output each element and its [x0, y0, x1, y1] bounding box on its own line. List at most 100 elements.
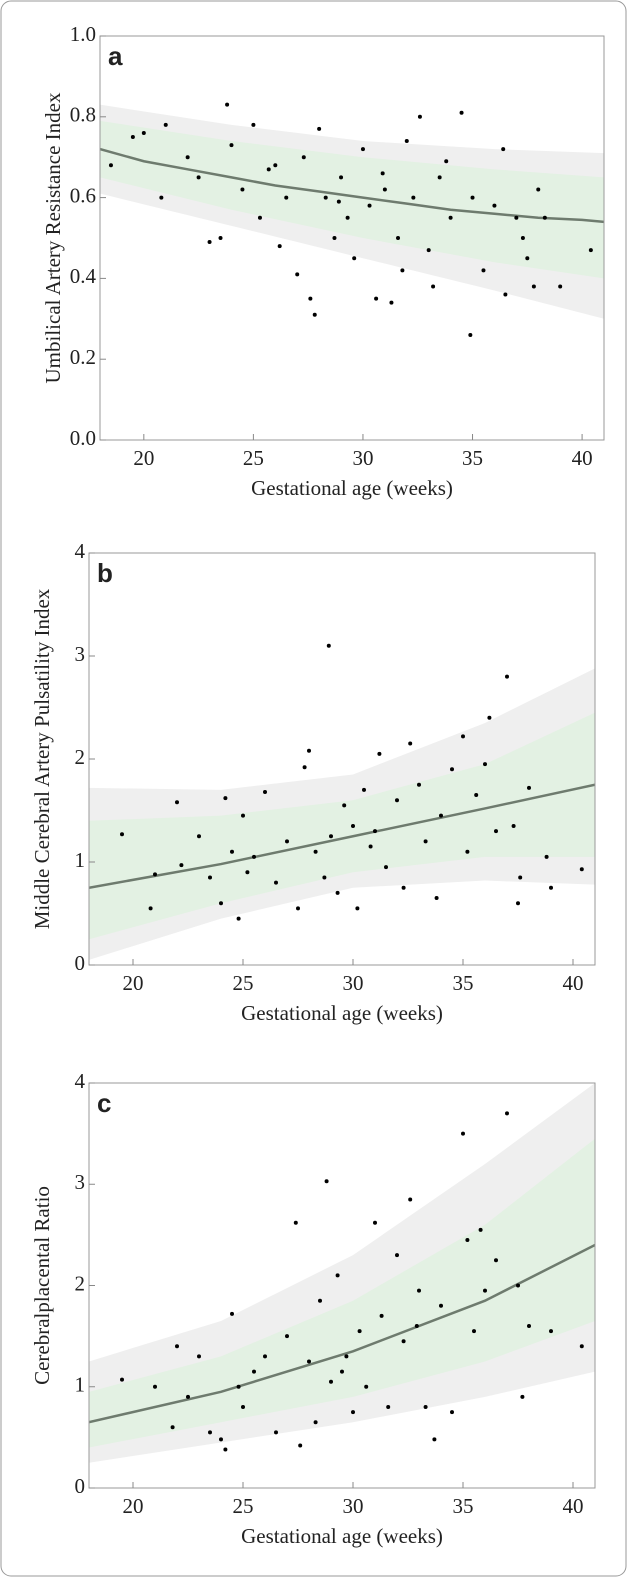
point	[423, 1405, 428, 1409]
point	[431, 284, 436, 289]
point	[179, 863, 184, 868]
point	[434, 896, 439, 901]
point	[197, 1354, 201, 1359]
point	[175, 800, 179, 805]
point	[549, 885, 553, 890]
panel-letter: c	[97, 1088, 111, 1118]
point	[527, 1324, 531, 1328]
x-axis-label: Gestational age (weeks)	[241, 1001, 443, 1025]
x-tick-label: 40	[563, 1494, 584, 1518]
point	[579, 867, 584, 872]
point	[395, 798, 399, 803]
point	[196, 175, 201, 180]
point	[263, 1354, 267, 1359]
point	[505, 1111, 509, 1116]
y-tick-label: 2	[75, 745, 86, 769]
x-tick-label: 30	[352, 446, 373, 470]
point	[518, 875, 523, 880]
point	[396, 236, 401, 240]
point	[414, 1324, 419, 1328]
x-tick-label: 40	[572, 446, 593, 470]
point	[373, 1220, 377, 1225]
point	[357, 1329, 362, 1334]
point	[536, 187, 541, 192]
point	[352, 256, 357, 261]
y-tick-label: 0	[75, 951, 86, 975]
point	[236, 916, 241, 921]
point	[335, 890, 340, 895]
point	[339, 175, 344, 180]
panel: 0.0 0.2 0.4 0.6 0.8 1.0 20 25 30 35 40 a Gestational…	[41, 22, 605, 500]
point	[470, 195, 475, 200]
point	[408, 741, 413, 746]
axes-frame	[99, 35, 605, 441]
point	[225, 102, 230, 107]
point	[308, 296, 313, 301]
y-tick-label: 0.8	[70, 103, 96, 127]
point	[240, 187, 245, 192]
point	[544, 854, 549, 859]
y-tick-label: 3	[75, 1170, 86, 1194]
point	[277, 244, 282, 249]
point	[345, 215, 350, 220]
point	[170, 1425, 175, 1430]
point	[230, 1311, 234, 1316]
point	[465, 849, 470, 854]
point	[159, 195, 164, 200]
point	[175, 1344, 179, 1349]
point	[501, 147, 506, 152]
band	[100, 120, 604, 279]
point	[439, 813, 443, 818]
point	[411, 195, 416, 200]
point	[494, 829, 498, 834]
point	[520, 1394, 525, 1399]
point	[468, 332, 473, 337]
panel: 0 1 2 3 4 20 25 30 35 40 b Gestational age (weeks) M…	[30, 539, 596, 1025]
point	[301, 155, 306, 160]
point	[208, 875, 212, 880]
point	[492, 203, 497, 208]
point	[251, 122, 256, 127]
point	[380, 171, 385, 176]
point	[439, 1303, 443, 1308]
plot-area	[100, 102, 604, 337]
point	[120, 1377, 124, 1382]
point	[208, 1430, 212, 1435]
y-tick-label: 1	[75, 1373, 86, 1397]
y-tick-label: 0.2	[70, 345, 96, 369]
point	[395, 1253, 399, 1258]
panel: 0 1 2 3 4 20 25 30 35 40 c Gestational age (weeks) C…	[30, 1069, 596, 1548]
point	[285, 1334, 289, 1339]
y-tick-label: 4	[75, 1069, 86, 1093]
point	[120, 832, 124, 837]
x-tick-label: 35	[462, 446, 483, 470]
point	[336, 199, 341, 204]
point	[351, 823, 355, 828]
point	[323, 195, 328, 200]
plot-area	[89, 1083, 595, 1463]
point	[236, 1384, 241, 1389]
y-axis-label: Umbilical Artery Resistance Index	[41, 92, 65, 383]
point	[153, 872, 157, 877]
point	[344, 1354, 349, 1359]
x-axis-label: Gestational age (weeks)	[241, 1524, 443, 1548]
point	[461, 734, 465, 739]
point	[252, 1369, 256, 1374]
point	[296, 906, 300, 911]
point	[148, 906, 153, 911]
point	[185, 155, 190, 160]
point	[130, 135, 135, 139]
point	[400, 268, 405, 273]
point	[481, 268, 486, 273]
point	[252, 854, 256, 859]
point	[153, 1384, 157, 1389]
x-tick-label: 35	[453, 971, 474, 995]
fit-curve	[89, 1243, 595, 1424]
point	[505, 674, 509, 679]
y-axis-label: Middle Cerebral Artery Pulsatility Index	[30, 588, 54, 929]
point	[223, 1447, 228, 1452]
point	[241, 1405, 245, 1409]
panel-letter: b	[97, 558, 113, 588]
point	[417, 114, 422, 119]
point	[197, 834, 201, 839]
